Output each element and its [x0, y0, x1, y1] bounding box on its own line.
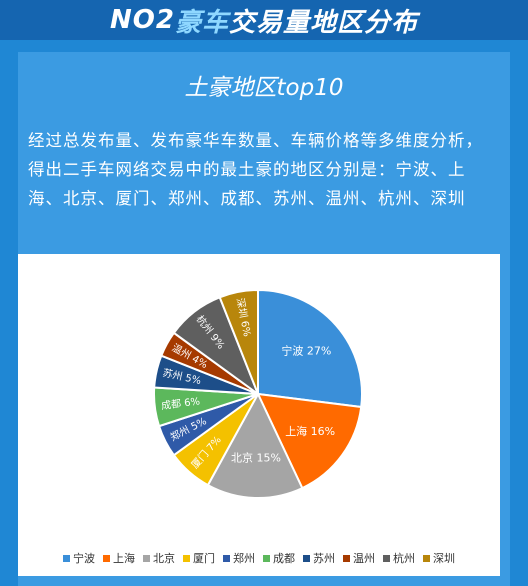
pie-slice — [257, 288, 363, 409]
section-title: 土豪地区top10 — [184, 75, 344, 101]
pie-chart: 宁波 27%上海 16%北京 15%厦门 7%郑州 5%成都 6%苏州 5%温州… — [153, 288, 363, 499]
legend-item: 杭州 — [383, 550, 415, 566]
pie-slice — [206, 391, 304, 499]
legend-swatch — [183, 554, 190, 562]
legend-label: 郑州 — [233, 552, 255, 565]
legend-item: 上海 — [103, 550, 135, 566]
legend-label: 北京 — [153, 552, 175, 565]
legend-label: 杭州 — [393, 552, 415, 565]
legend-swatch — [423, 554, 430, 562]
legend-item: 苏州 — [303, 550, 335, 566]
header-prefix: NO2 — [110, 5, 175, 35]
slice-label: 北京 15% — [231, 450, 281, 464]
legend-item: 温州 — [343, 550, 375, 566]
slice-label: 成都 6% — [160, 395, 200, 412]
slice-label: 上海 16% — [285, 424, 335, 438]
page-header: NO2 豪车 交易量地区分布 — [0, 0, 528, 40]
legend-label: 深圳 — [433, 552, 455, 565]
legend-label: 成都 — [273, 552, 295, 565]
legend-item: 郑州 — [223, 550, 255, 566]
legend-item: 北京 — [143, 550, 175, 566]
legend-swatch — [383, 554, 390, 562]
pie-slice — [256, 392, 363, 490]
legend-swatch — [143, 554, 150, 562]
legend-item: 成都 — [263, 550, 295, 566]
slice-label: 宁波 27% — [281, 343, 331, 357]
header-suffix: 交易量地区分布 — [228, 7, 418, 38]
legend-swatch — [343, 554, 350, 562]
legend-label: 厦门 — [193, 552, 215, 565]
legend-label: 宁波 — [73, 552, 95, 565]
legend-swatch — [303, 554, 310, 562]
pie-chart-card: 宁波 27% 上海 16% 北京 15% 厦门 7% 郑州 5% 成都 6% 苏州 5% 温州… — [18, 254, 500, 576]
pie-slice — [218, 288, 259, 395]
legend-label: 苏州 — [313, 552, 335, 565]
legend-item: 厦门 — [183, 550, 215, 566]
chart-legend: 宁波 上海 北京 厦门 郑州 成都 苏州 温州 杭州 深圳 — [18, 550, 500, 566]
legend-swatch — [103, 554, 110, 562]
legend-item: 深圳 — [423, 550, 455, 566]
legend-swatch — [223, 554, 230, 562]
description-text: 经过总发布量、发布豪华车数量、车辆价格等多维度分析，得出二手车网络交易中的最土豪… — [28, 131, 483, 208]
legend-swatch — [63, 554, 70, 562]
content-panel: 土豪地区top10 经过总发布量、发布豪华车数量、车辆价格等多维度分析，得出二手… — [18, 52, 510, 586]
header-highlight: 豪车 — [174, 7, 229, 38]
legend-label: 温州 — [353, 552, 375, 565]
legend-label: 上海 — [113, 552, 135, 565]
legend-swatch — [263, 554, 270, 562]
legend-item: 宁波 — [63, 550, 95, 566]
